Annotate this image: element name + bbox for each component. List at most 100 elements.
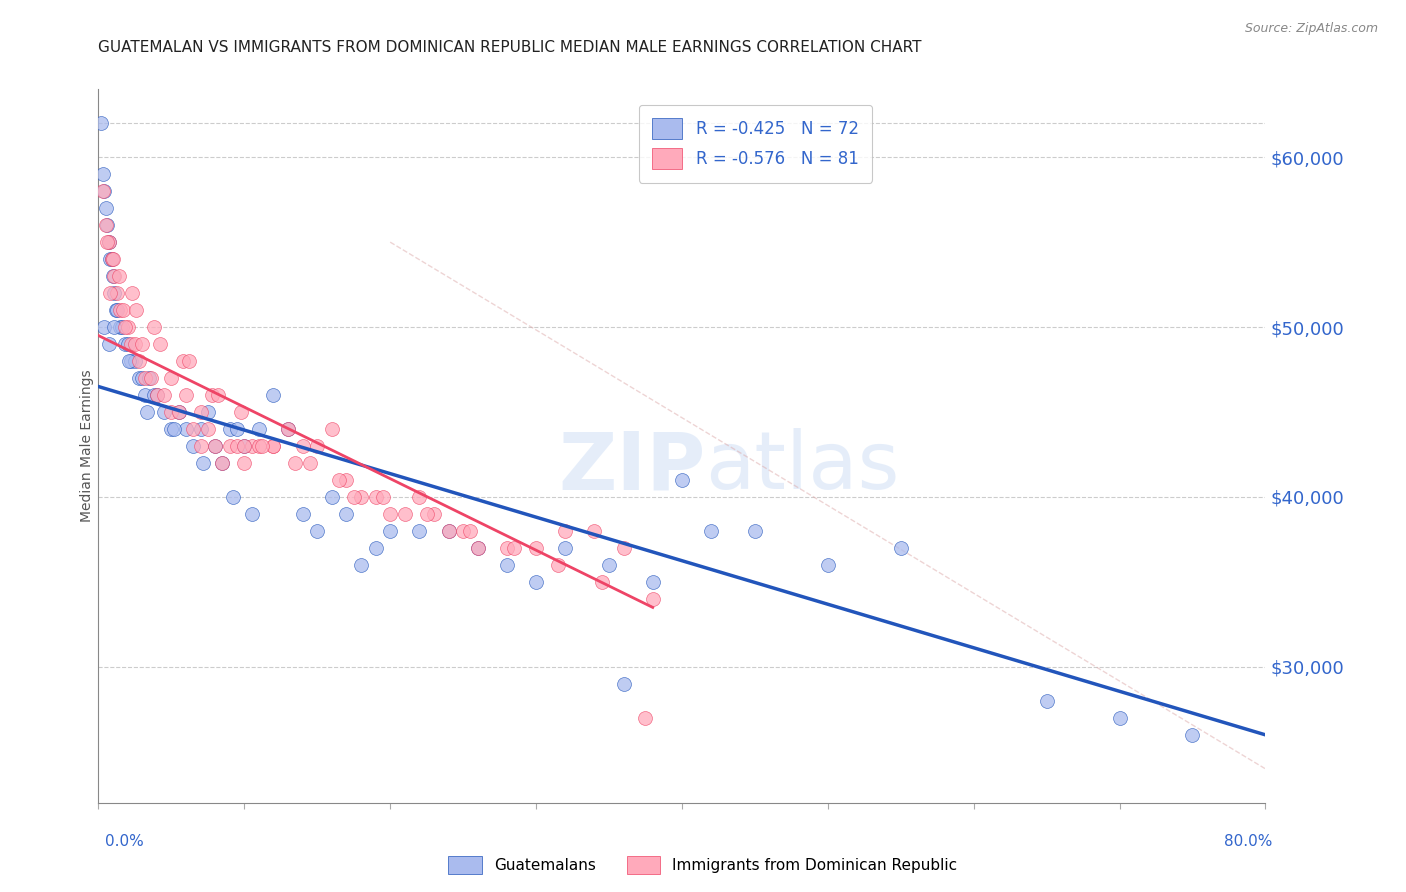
Point: [437, 524, 460, 538]
Point: [134, 388, 156, 402]
Point: [128, 371, 150, 385]
Point: [641, 591, 664, 606]
Point: [1108, 711, 1130, 725]
Point: [277, 422, 299, 436]
Point: [291, 507, 314, 521]
Point: [177, 354, 200, 368]
Point: [817, 558, 839, 572]
Point: [226, 422, 249, 436]
Point: [163, 422, 186, 436]
Point: [364, 490, 387, 504]
Point: [190, 439, 212, 453]
Point: [91, 167, 114, 181]
Point: [240, 439, 263, 453]
Point: [160, 405, 183, 419]
Point: [233, 439, 256, 453]
Point: [634, 711, 657, 725]
Point: [167, 405, 190, 419]
Point: [96, 218, 118, 232]
Point: [94, 218, 117, 232]
Point: [110, 320, 132, 334]
Point: [221, 490, 243, 504]
Point: [167, 405, 190, 419]
Point: [105, 303, 128, 318]
Text: ZIP: ZIP: [558, 428, 706, 507]
Point: [277, 422, 299, 436]
Point: [128, 354, 150, 368]
Point: [97, 235, 120, 249]
Point: [700, 524, 723, 538]
Point: [114, 320, 136, 334]
Point: [451, 524, 474, 538]
Point: [125, 303, 148, 318]
Point: [94, 201, 117, 215]
Point: [153, 388, 176, 402]
Point: [378, 524, 402, 538]
Point: [201, 388, 224, 402]
Point: [598, 558, 620, 572]
Point: [350, 558, 373, 572]
Point: [335, 507, 357, 521]
Point: [138, 371, 160, 385]
Point: [554, 541, 576, 555]
Point: [262, 439, 284, 453]
Point: [174, 422, 197, 436]
Text: Source: ZipAtlas.com: Source: ZipAtlas.com: [1244, 22, 1378, 36]
Legend: R = -0.425   N = 72, R = -0.576   N = 81: R = -0.425 N = 72, R = -0.576 N = 81: [638, 104, 872, 183]
Point: [495, 558, 517, 572]
Point: [172, 354, 194, 368]
Point: [371, 490, 394, 504]
Point: [93, 320, 115, 334]
Point: [181, 439, 204, 453]
Point: [524, 574, 547, 589]
Point: [110, 303, 132, 318]
Point: [93, 184, 115, 198]
Text: 80.0%: 80.0%: [1225, 834, 1272, 849]
Point: [190, 405, 212, 419]
Text: GUATEMALAN VS IMMIGRANTS FROM DOMINICAN REPUBLIC MEDIAN MALE EARNINGS CORRELATIO: GUATEMALAN VS IMMIGRANTS FROM DOMINICAN …: [98, 40, 922, 55]
Point: [112, 303, 135, 318]
Point: [197, 422, 219, 436]
Point: [103, 320, 125, 334]
Point: [111, 320, 134, 334]
Point: [96, 235, 118, 249]
Point: [437, 524, 460, 538]
Point: [146, 388, 169, 402]
Legend: Guatemalans, Immigrants from Dominican Republic: Guatemalans, Immigrants from Dominican R…: [443, 850, 963, 880]
Point: [131, 371, 153, 385]
Point: [193, 456, 215, 470]
Point: [134, 371, 156, 385]
Point: [197, 405, 219, 419]
Point: [744, 524, 766, 538]
Point: [100, 252, 122, 266]
Point: [204, 439, 226, 453]
Point: [394, 507, 416, 521]
Point: [118, 354, 141, 368]
Point: [174, 388, 197, 402]
Point: [591, 574, 613, 589]
Point: [218, 439, 240, 453]
Point: [142, 320, 165, 334]
Point: [460, 524, 482, 538]
Point: [120, 337, 142, 351]
Point: [160, 422, 183, 436]
Point: [583, 524, 606, 538]
Point: [135, 405, 157, 419]
Point: [105, 286, 128, 301]
Point: [298, 456, 321, 470]
Text: 0.0%: 0.0%: [105, 834, 145, 849]
Point: [467, 541, 489, 555]
Point: [98, 286, 121, 301]
Point: [149, 337, 172, 351]
Point: [108, 269, 131, 284]
Point: [247, 422, 270, 436]
Point: [335, 473, 357, 487]
Point: [101, 252, 124, 266]
Point: [408, 490, 430, 504]
Point: [321, 422, 343, 436]
Point: [247, 439, 270, 453]
Point: [218, 422, 240, 436]
Point: [350, 490, 373, 504]
Point: [120, 354, 142, 368]
Point: [124, 337, 146, 351]
